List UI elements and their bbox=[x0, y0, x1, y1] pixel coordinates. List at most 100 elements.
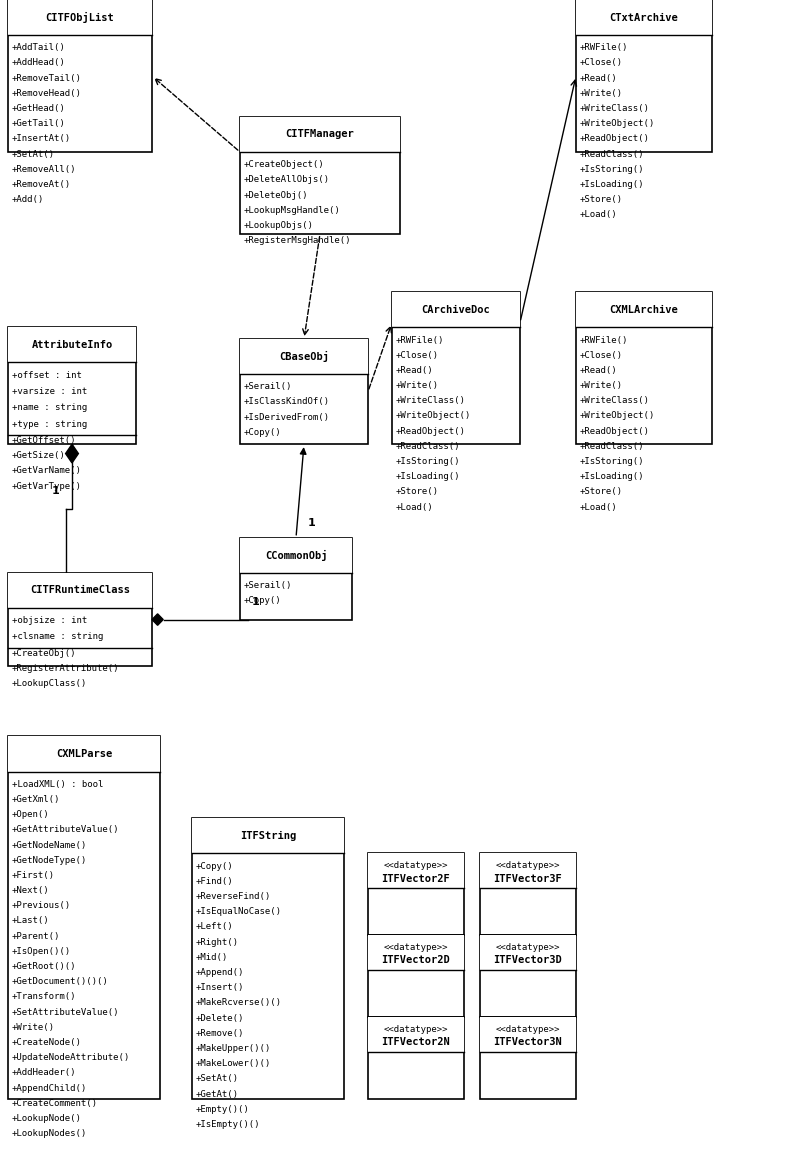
Text: +RemoveTail(): +RemoveTail() bbox=[12, 74, 82, 83]
FancyBboxPatch shape bbox=[576, 292, 712, 444]
FancyBboxPatch shape bbox=[240, 117, 400, 234]
FancyBboxPatch shape bbox=[240, 538, 352, 620]
Text: +GetSize(): +GetSize() bbox=[12, 451, 66, 461]
Text: +Copy(): +Copy() bbox=[196, 862, 234, 871]
Text: +RWFile(): +RWFile() bbox=[396, 336, 444, 345]
Text: +CreateObject(): +CreateObject() bbox=[244, 160, 325, 170]
Text: +type : string: +type : string bbox=[12, 420, 87, 429]
Text: +WriteObject(): +WriteObject() bbox=[580, 119, 655, 129]
Text: +AddTail(): +AddTail() bbox=[12, 43, 66, 53]
Text: <<datatype>>: <<datatype>> bbox=[496, 1025, 560, 1033]
FancyBboxPatch shape bbox=[368, 1017, 464, 1052]
Text: +MakeUpper()(): +MakeUpper()() bbox=[196, 1044, 271, 1053]
Text: +CreateObj(): +CreateObj() bbox=[12, 649, 77, 658]
Text: <<datatype>>: <<datatype>> bbox=[384, 943, 448, 952]
Text: +Close(): +Close() bbox=[580, 351, 623, 360]
Text: +Insert(): +Insert() bbox=[196, 983, 244, 992]
Text: +WriteClass(): +WriteClass() bbox=[580, 396, 650, 406]
Text: +Read(): +Read() bbox=[580, 366, 618, 375]
Text: ITFString: ITFString bbox=[240, 831, 296, 841]
Text: +offset : int: +offset : int bbox=[12, 371, 82, 380]
Text: ITFVector2F: ITFVector2F bbox=[382, 873, 450, 884]
FancyBboxPatch shape bbox=[8, 736, 160, 1099]
Text: +RemoveAll(): +RemoveAll() bbox=[12, 165, 77, 174]
Text: CCommonObj: CCommonObj bbox=[265, 549, 327, 561]
FancyBboxPatch shape bbox=[8, 573, 152, 666]
Text: +IsOpen()(): +IsOpen()() bbox=[12, 947, 71, 956]
Polygon shape bbox=[66, 444, 78, 463]
Text: +RemoveHead(): +RemoveHead() bbox=[12, 89, 82, 98]
FancyBboxPatch shape bbox=[240, 538, 352, 573]
Text: +IsLoading(): +IsLoading() bbox=[580, 472, 645, 482]
FancyBboxPatch shape bbox=[392, 292, 520, 327]
Text: +IsStoring(): +IsStoring() bbox=[580, 457, 645, 466]
FancyBboxPatch shape bbox=[368, 935, 464, 1017]
Text: ITFVector2N: ITFVector2N bbox=[382, 1037, 450, 1047]
Text: +ReadObject(): +ReadObject() bbox=[580, 427, 650, 436]
Text: +GetVarType(): +GetVarType() bbox=[12, 482, 82, 491]
Text: +AddHeader(): +AddHeader() bbox=[12, 1068, 77, 1078]
Text: CArchiveDoc: CArchiveDoc bbox=[422, 305, 490, 314]
Text: +RemoveAt(): +RemoveAt() bbox=[12, 180, 71, 189]
FancyBboxPatch shape bbox=[240, 339, 368, 374]
Text: +IsDerivedFrom(): +IsDerivedFrom() bbox=[244, 413, 330, 422]
Text: +ReadObject(): +ReadObject() bbox=[396, 427, 466, 436]
Text: +SetAttributeValue(): +SetAttributeValue() bbox=[12, 1008, 119, 1017]
Text: +GetTail(): +GetTail() bbox=[12, 119, 66, 129]
FancyBboxPatch shape bbox=[8, 736, 160, 772]
Text: 1: 1 bbox=[52, 486, 60, 496]
Text: +Copy(): +Copy() bbox=[244, 596, 282, 606]
Text: +GetOffset(): +GetOffset() bbox=[12, 436, 77, 445]
FancyBboxPatch shape bbox=[8, 573, 152, 608]
Text: +LoadXML() : bool: +LoadXML() : bool bbox=[12, 780, 103, 789]
Text: +GetAttributeValue(): +GetAttributeValue() bbox=[12, 825, 119, 835]
Text: CXMLArchive: CXMLArchive bbox=[610, 305, 678, 314]
Text: +GetNodeType(): +GetNodeType() bbox=[12, 856, 87, 865]
Text: +Mid(): +Mid() bbox=[196, 953, 228, 962]
Text: +SetAt(): +SetAt() bbox=[12, 150, 55, 159]
Text: +UpdateNodeAttribute(): +UpdateNodeAttribute() bbox=[12, 1053, 130, 1063]
Text: 1: 1 bbox=[308, 518, 316, 528]
Text: +GetDocument()()(): +GetDocument()()() bbox=[12, 977, 109, 987]
Text: +Close(): +Close() bbox=[396, 351, 439, 360]
FancyBboxPatch shape bbox=[192, 818, 344, 1099]
Text: +Delete(): +Delete() bbox=[196, 1014, 244, 1023]
Text: +Read(): +Read() bbox=[580, 74, 618, 83]
Text: +Empty()(): +Empty()() bbox=[196, 1105, 250, 1114]
Text: +IsStoring(): +IsStoring() bbox=[396, 457, 461, 466]
Text: +Write(): +Write() bbox=[580, 381, 623, 390]
Text: +ReverseFind(): +ReverseFind() bbox=[196, 892, 271, 901]
Text: +GetRoot()(): +GetRoot()() bbox=[12, 962, 77, 971]
Text: +GetVarName(): +GetVarName() bbox=[12, 466, 82, 476]
Text: +WriteClass(): +WriteClass() bbox=[580, 104, 650, 113]
Text: CBaseObj: CBaseObj bbox=[279, 351, 329, 362]
Text: +IsEqualNoCase(): +IsEqualNoCase() bbox=[196, 907, 282, 916]
Text: +RegisterAttribute(): +RegisterAttribute() bbox=[12, 664, 119, 673]
FancyBboxPatch shape bbox=[240, 339, 368, 444]
Text: +clsname : string: +clsname : string bbox=[12, 632, 103, 642]
Text: <<datatype>>: <<datatype>> bbox=[496, 862, 560, 870]
FancyBboxPatch shape bbox=[8, 0, 152, 152]
Text: +CreateComment(): +CreateComment() bbox=[12, 1099, 98, 1108]
Text: +IsEmpty()(): +IsEmpty()() bbox=[196, 1120, 261, 1129]
Text: +ReadClass(): +ReadClass() bbox=[580, 150, 645, 159]
Text: +Store(): +Store() bbox=[580, 195, 623, 205]
Text: +varsize : int: +varsize : int bbox=[12, 387, 87, 396]
Text: +Serail(): +Serail() bbox=[244, 581, 292, 590]
Text: +RWFile(): +RWFile() bbox=[580, 43, 628, 53]
Text: +Write(): +Write() bbox=[12, 1023, 55, 1032]
FancyBboxPatch shape bbox=[576, 292, 712, 327]
FancyBboxPatch shape bbox=[576, 0, 712, 35]
Text: +IsStoring(): +IsStoring() bbox=[580, 165, 645, 174]
Text: +IsLoading(): +IsLoading() bbox=[396, 472, 461, 482]
Text: CITFManager: CITFManager bbox=[286, 130, 354, 139]
FancyBboxPatch shape bbox=[480, 1017, 576, 1052]
Text: ITFVector3N: ITFVector3N bbox=[494, 1037, 562, 1047]
FancyBboxPatch shape bbox=[368, 853, 464, 888]
Text: +WriteObject(): +WriteObject() bbox=[396, 411, 471, 421]
Text: <<datatype>>: <<datatype>> bbox=[496, 943, 560, 952]
Text: +GetNodeName(): +GetNodeName() bbox=[12, 841, 87, 850]
Text: +objsize : int: +objsize : int bbox=[12, 616, 87, 625]
Text: +Transform(): +Transform() bbox=[12, 992, 77, 1002]
FancyBboxPatch shape bbox=[240, 117, 400, 152]
